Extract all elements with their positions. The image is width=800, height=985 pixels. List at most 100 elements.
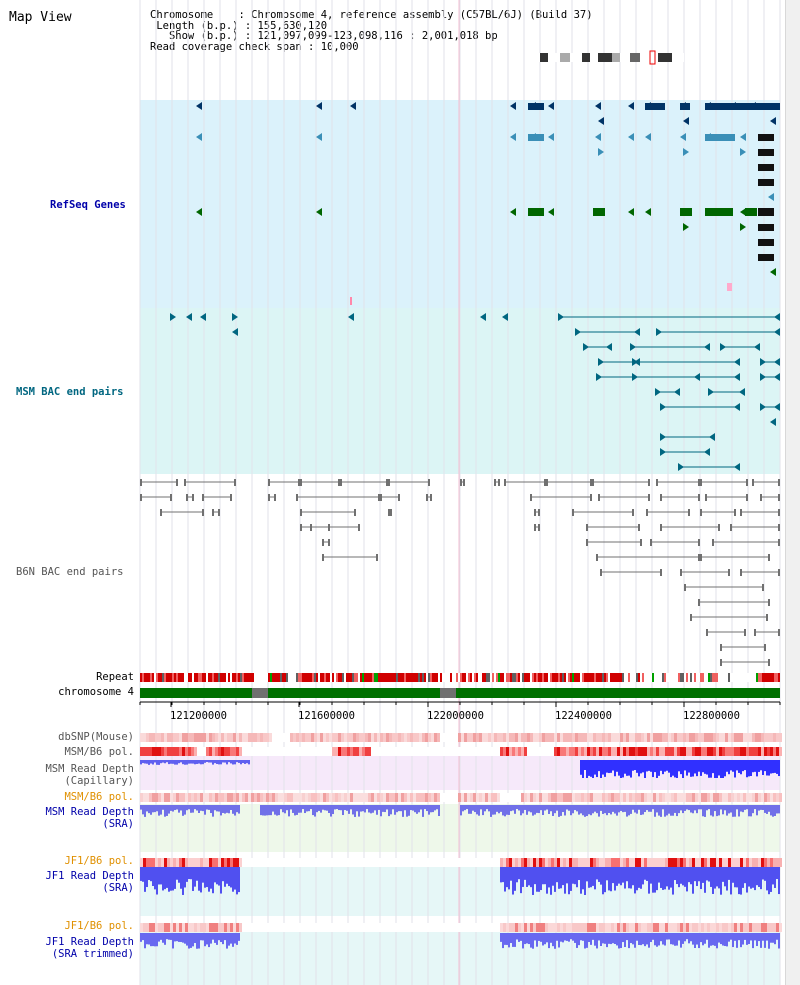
- read-depth-bar: [222, 805, 224, 813]
- track-label-msm-depth-sra-sub: (SRA): [102, 818, 134, 830]
- ideogram-band: [658, 53, 672, 62]
- read-depth-bar: [650, 933, 652, 943]
- bac-end: [720, 659, 722, 666]
- polymorphism-block: [422, 747, 425, 756]
- repeat-block: [734, 673, 736, 682]
- strand-arrow: [774, 328, 780, 336]
- read-depth-bar: [688, 760, 690, 773]
- repeat-block: [624, 673, 626, 682]
- polymorphism-block: [470, 793, 473, 802]
- polymorphism-block: [533, 733, 536, 742]
- read-depth-bar: [734, 805, 736, 817]
- repeat-block: [526, 673, 528, 682]
- polymorphism-block: [503, 923, 506, 932]
- repeat-block: [314, 673, 316, 682]
- polymorphism-block: [347, 923, 350, 932]
- read-depth-bar: [580, 933, 582, 941]
- polymorphism-block: [434, 747, 437, 756]
- read-depth-bar: [332, 805, 334, 815]
- polymorphism-block: [278, 923, 281, 932]
- track-label-refseq[interactable]: RefSeq Genes: [50, 199, 126, 211]
- read-depth-bar: [156, 867, 158, 895]
- read-depth-bar: [224, 933, 226, 941]
- polymorphism-block: [245, 733, 248, 742]
- polymorphism-block: [413, 858, 416, 867]
- read-depth-bar: [636, 760, 638, 773]
- read-depth-bar: [212, 760, 214, 765]
- read-depth-bar: [696, 867, 698, 887]
- read-depth-bar: [628, 805, 630, 816]
- repeat-block: [416, 673, 418, 682]
- polymorphism-block: [776, 923, 779, 932]
- repeat-block: [164, 673, 166, 682]
- polymorphism-block: [257, 733, 260, 742]
- repeat-block: [592, 673, 594, 682]
- read-depth-bar: [716, 805, 718, 817]
- polymorphism-block: [251, 793, 254, 802]
- polymorphism-block: [602, 923, 605, 932]
- read-depth-bar: [190, 867, 192, 880]
- read-depth-bar: [644, 867, 646, 880]
- read-depth-bar: [642, 805, 644, 815]
- polymorphism-block: [488, 733, 491, 742]
- track-label-msm-bac[interactable]: MSM BAC end pairs: [16, 386, 124, 398]
- ideogram-band: [612, 53, 620, 62]
- read-depth-bar: [222, 867, 224, 882]
- polymorphism-block: [221, 747, 224, 756]
- polymorphism-block: [467, 923, 470, 932]
- polymorphism-block: [494, 793, 497, 802]
- read-depth-bar: [200, 933, 202, 941]
- read-depth-bar: [182, 805, 184, 816]
- polymorphism-block: [497, 793, 500, 802]
- repeat-block: [410, 673, 412, 682]
- read-depth-bar: [690, 760, 692, 777]
- gene-exon: [528, 134, 544, 141]
- read-depth-bar: [652, 933, 654, 940]
- polymorphism-block: [590, 733, 593, 742]
- read-depth-bar: [160, 867, 162, 885]
- repeat-block: [338, 673, 340, 682]
- read-depth-bar: [420, 805, 422, 810]
- read-depth-bar: [384, 805, 386, 813]
- polymorphism-block: [632, 733, 635, 742]
- polymorphism-block: [308, 747, 311, 756]
- read-depth-bar: [286, 805, 288, 811]
- read-depth-bar: [212, 867, 214, 894]
- polymorphism-block: [353, 923, 356, 932]
- polymorphism-block: [641, 747, 644, 756]
- read-depth-bar: [772, 867, 774, 885]
- gene-exon: [758, 254, 774, 261]
- read-depth-bar: [668, 760, 670, 773]
- bac-end: [590, 494, 592, 501]
- read-depth-bar: [720, 933, 722, 945]
- polymorphism-block: [557, 923, 560, 932]
- polymorphism-block: [233, 733, 236, 742]
- repeat-block: [654, 673, 656, 682]
- polymorphism-block: [545, 858, 548, 867]
- polymorphism-block: [143, 747, 146, 756]
- polymorphism-block: [485, 733, 488, 742]
- track-label-b6n-bac[interactable]: B6N BAC end pairs: [16, 566, 124, 578]
- read-depth-bar: [540, 933, 542, 942]
- read-depth-bar: [572, 805, 574, 814]
- polymorphism-block: [416, 747, 419, 756]
- polymorphism-block: [674, 733, 677, 742]
- polymorphism-block: [377, 923, 380, 932]
- read-depth-bar: [142, 933, 144, 941]
- polymorphism-block: [386, 923, 389, 932]
- polymorphism-block: [605, 733, 608, 742]
- repeat-block: [538, 673, 540, 682]
- polymorphism-block: [407, 923, 410, 932]
- read-depth-bar: [686, 760, 688, 776]
- read-depth-bar: [476, 805, 478, 815]
- read-depth-bar: [752, 867, 754, 888]
- read-depth-bar: [168, 760, 170, 765]
- repeat-block: [550, 673, 552, 682]
- vertical-scrollbar[interactable]: [785, 0, 800, 985]
- polymorphism-block: [209, 733, 212, 742]
- polymorphism-block: [164, 858, 167, 867]
- read-depth-bar: [634, 933, 636, 948]
- read-depth-bar: [776, 933, 778, 940]
- repeat-block: [168, 673, 170, 682]
